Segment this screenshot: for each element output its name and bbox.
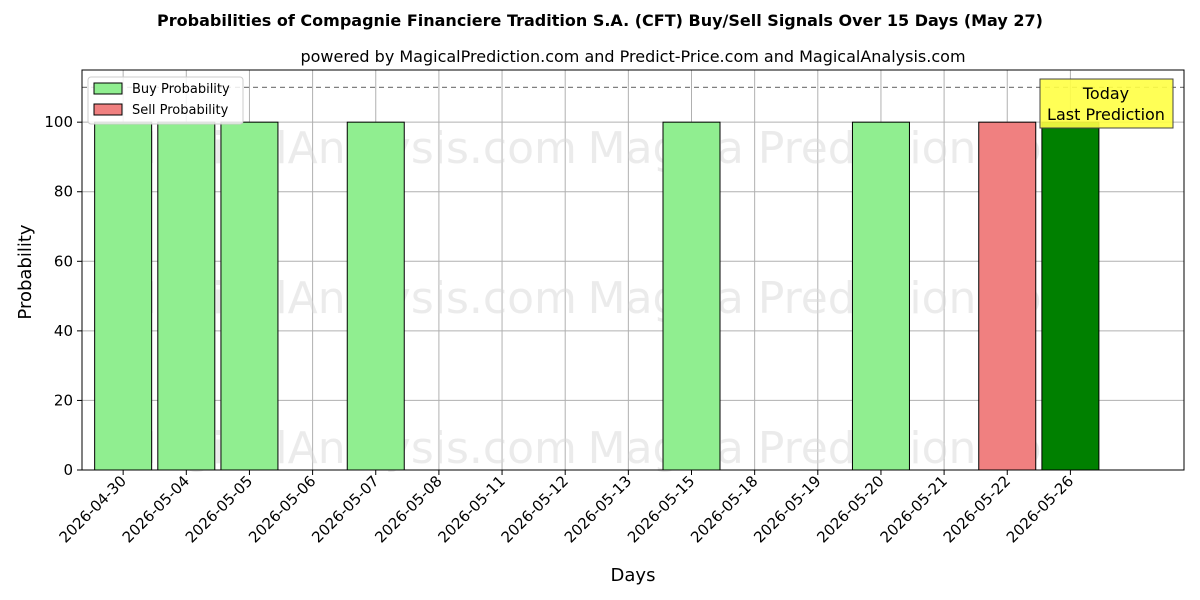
chart-title: Probabilities of Compagnie Financiere Tr… <box>157 11 1043 30</box>
x-tick-label: 2026-05-07 <box>308 472 382 546</box>
x-tick-label: 2026-05-12 <box>498 472 572 546</box>
legend-swatch <box>93 82 123 95</box>
y-tick-label: 60 <box>54 252 73 270</box>
bar-buy <box>220 121 279 471</box>
bar-sell <box>978 121 1037 471</box>
x-tick-label: 2026-05-15 <box>624 472 698 546</box>
annotation-box <box>1039 78 1174 129</box>
chart-subtitle: powered by MagicalPrediction.com and Pre… <box>300 47 965 66</box>
x-tick-label: 2026-05-04 <box>119 472 193 546</box>
x-tick-label: 2026-05-20 <box>813 472 887 546</box>
y-tick-label: 100 <box>44 113 73 131</box>
x-tick-label: 2026-05-22 <box>940 472 1014 546</box>
x-tick-label: 2026-05-05 <box>182 472 256 546</box>
x-tick-label: 2026-04-30 <box>56 472 130 546</box>
legend-label: Sell Probability <box>132 103 229 118</box>
x-tick-label: 2026-05-19 <box>750 472 824 546</box>
x-tick-label: 2026-05-26 <box>1003 472 1077 546</box>
y-tick-label: 40 <box>54 322 73 340</box>
legend-box <box>87 76 244 125</box>
legend-label: Buy Probability <box>132 82 230 97</box>
y-tick-label: 20 <box>54 391 73 409</box>
legend: Buy Probability Sell Probability <box>87 76 244 125</box>
y-axis-label: Probability <box>15 224 36 319</box>
x-tick-label: 2026-05-21 <box>877 472 951 546</box>
bar-buy <box>851 121 910 471</box>
y-tick-label: 80 <box>54 183 73 201</box>
bar-buy <box>94 121 153 471</box>
x-tick-label: 2026-05-08 <box>371 472 445 546</box>
legend-swatch <box>93 103 123 116</box>
bar-buy <box>157 121 216 471</box>
y-tick-label: 0 <box>63 461 73 479</box>
x-tick-label: 2026-05-11 <box>434 472 508 546</box>
bar-buy <box>662 121 721 471</box>
plot-frame <box>81 69 1185 471</box>
x-axis-label: Days <box>611 565 656 586</box>
annotation-text: Last Prediction <box>1047 105 1165 124</box>
bar-buy <box>346 121 405 471</box>
bar-buy-highlight <box>1041 121 1100 471</box>
today-annotation: Today Last Prediction <box>1039 78 1174 129</box>
x-tick-label: 2026-05-06 <box>245 472 319 546</box>
annotation-text: Today <box>1082 84 1129 103</box>
x-tick-label: 2026-05-13 <box>561 472 635 546</box>
x-tick-label: 2026-05-18 <box>687 472 761 546</box>
